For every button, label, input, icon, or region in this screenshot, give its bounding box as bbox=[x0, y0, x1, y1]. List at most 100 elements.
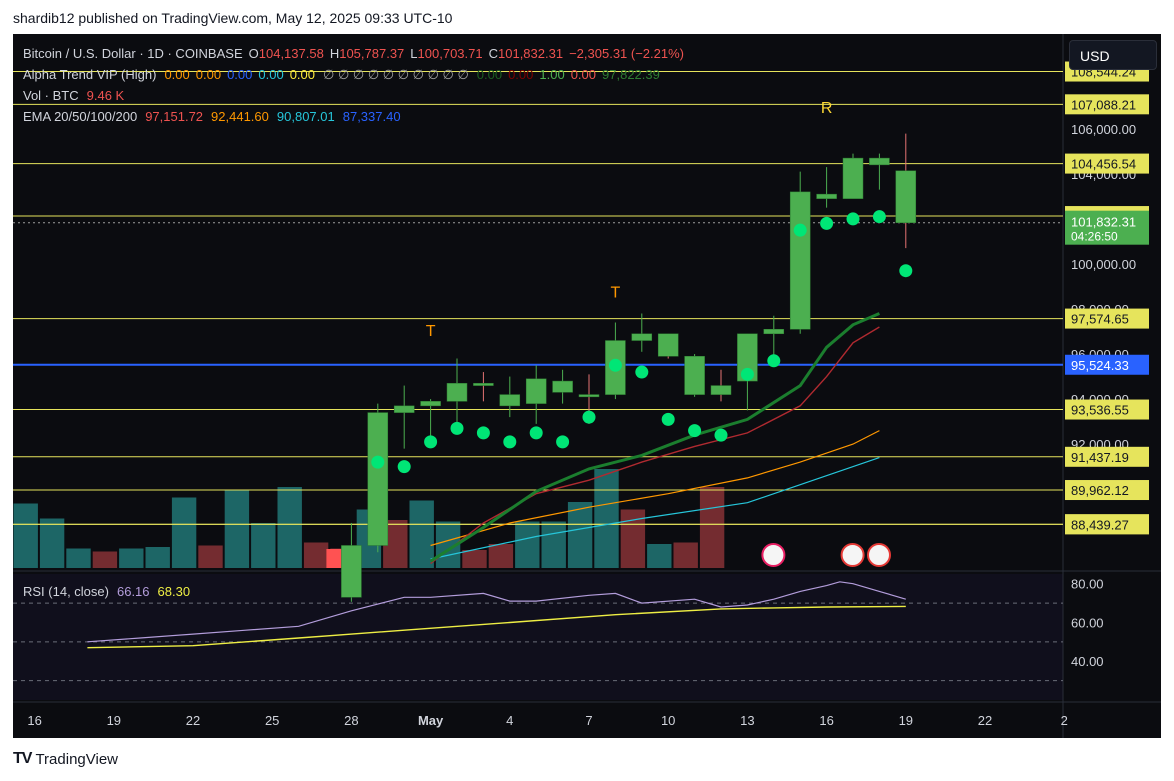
signal-dot bbox=[635, 365, 649, 379]
level-label-bg bbox=[1065, 446, 1149, 467]
signal-dot bbox=[503, 435, 517, 449]
level-label: 88,439.27 bbox=[1071, 517, 1129, 532]
candle-body bbox=[684, 356, 705, 395]
volume-bar bbox=[145, 547, 170, 568]
candle-body bbox=[420, 401, 441, 407]
volume-bar bbox=[647, 544, 672, 568]
candle-body bbox=[789, 191, 811, 330]
legend-value: Alpha Trend VIP (High) bbox=[23, 67, 156, 82]
legend-value: 0.00 bbox=[258, 67, 283, 82]
candle-body bbox=[710, 385, 732, 395]
rsi-tick-label: 80.00 bbox=[1071, 577, 1104, 592]
legend-value: 97,151.72 bbox=[145, 109, 203, 124]
legend-value: 97,822.39 bbox=[602, 67, 660, 82]
legend-value: 0.00 bbox=[164, 67, 189, 82]
legend-value: O bbox=[249, 46, 259, 61]
volume-bar bbox=[488, 544, 514, 568]
time-tick-label: 19 bbox=[107, 713, 121, 728]
time-tick-label: 16 bbox=[27, 713, 41, 728]
publish-attribution: shardib12 published on TradingView.com, … bbox=[13, 10, 453, 26]
signal-dot bbox=[450, 421, 464, 435]
price-tick-label: 106,000.00 bbox=[1071, 122, 1136, 137]
currency-button[interactable]: USD bbox=[1069, 40, 1157, 70]
legend-value: 1.00 bbox=[539, 67, 564, 82]
signal-dot bbox=[608, 358, 622, 372]
legend-value: H bbox=[330, 46, 339, 61]
time-tick-label: 2 bbox=[1061, 713, 1068, 728]
legend-ema-row: EMA 20/50/100/200 97,151.72 92,441.60 90,80… bbox=[23, 109, 401, 124]
candle-body bbox=[446, 383, 468, 402]
candle-body bbox=[895, 170, 917, 223]
tradingview-logo-icon: TV bbox=[13, 750, 32, 767]
level-label-bg bbox=[1065, 94, 1149, 115]
candle-body bbox=[816, 193, 837, 199]
time-tick-label: 7 bbox=[585, 713, 592, 728]
signal-dot bbox=[582, 410, 596, 424]
signal-dot bbox=[476, 426, 490, 440]
signal-dot bbox=[688, 424, 702, 438]
signal-dot bbox=[424, 435, 438, 449]
volume-bar bbox=[462, 550, 487, 568]
candle-body bbox=[499, 394, 521, 407]
legend-symbol-row: Bitcoin / U.S. Dollar · 1D · COINBASE O10… bbox=[23, 46, 684, 61]
level-label-bg bbox=[1065, 153, 1149, 174]
volume-bar bbox=[13, 503, 38, 568]
tradingview-brand[interactable]: TV TradingView bbox=[13, 750, 118, 768]
legend-value: EMA 20/50/100/200 bbox=[23, 109, 137, 124]
legend-value: 0.00 bbox=[477, 67, 502, 82]
legend-value: 104,137.58 bbox=[259, 46, 324, 61]
time-tick-label: 13 bbox=[740, 713, 754, 728]
volume-bar bbox=[567, 502, 593, 568]
volume-bar bbox=[66, 548, 91, 568]
legend-value: Vol · BTC bbox=[23, 88, 79, 103]
signal-dot bbox=[661, 412, 675, 426]
volume-bar bbox=[198, 545, 223, 568]
us-flag-icon bbox=[867, 543, 891, 567]
legend-value: 0.00 bbox=[227, 67, 252, 82]
level-label-bg bbox=[1065, 514, 1149, 535]
signal-dot bbox=[371, 455, 385, 469]
volume-bar bbox=[699, 487, 725, 568]
legend-value: 68.30 bbox=[158, 584, 191, 599]
event-bolt-icon bbox=[761, 543, 786, 567]
volume-bar bbox=[303, 542, 329, 568]
legend-value: RSI (14, close) bbox=[23, 584, 109, 599]
volume-bar bbox=[541, 521, 566, 568]
level-label: 93,536.55 bbox=[1071, 403, 1129, 418]
time-tick-label: 28 bbox=[344, 713, 358, 728]
legend-value: Bitcoin / U.S. Dollar · 1D · COINBASE bbox=[23, 46, 243, 61]
level-label: 97,574.65 bbox=[1071, 312, 1129, 327]
legend-value: 90,807.01 bbox=[277, 109, 335, 124]
candle-body bbox=[393, 405, 415, 413]
candle-body bbox=[367, 412, 389, 546]
rsi-line bbox=[87, 581, 906, 643]
signal-dot bbox=[767, 354, 781, 368]
chart-canvas[interactable]: TTR106,000.00104,000.00100,000.0098,000.… bbox=[13, 34, 1161, 738]
last-price-label-bg bbox=[1065, 210, 1149, 245]
legend-value: 92,441.60 bbox=[211, 109, 269, 124]
candle-body bbox=[525, 378, 547, 404]
level-label: 89,962.12 bbox=[1071, 483, 1129, 498]
ema100-line bbox=[430, 457, 880, 560]
legend-value: 101,832.31 bbox=[498, 46, 563, 61]
legend-value: 9.46 K bbox=[87, 88, 125, 103]
candle-body bbox=[552, 380, 573, 393]
annotation-label: R bbox=[821, 100, 833, 117]
level-label-bg bbox=[1065, 308, 1149, 329]
time-tick-label: 10 bbox=[661, 713, 675, 728]
legend-rsi-row: RSI (14, close) 66.16 68.30 bbox=[23, 584, 190, 599]
legend-value: 0.00 bbox=[508, 67, 533, 82]
time-tick-label: 22 bbox=[186, 713, 200, 728]
legend-value: 0.00 bbox=[571, 67, 596, 82]
annotation-label: T bbox=[611, 285, 621, 302]
volume-bar bbox=[515, 521, 540, 568]
legend-value: 0.00 bbox=[290, 67, 315, 82]
rsi-pane-background bbox=[13, 574, 1063, 700]
signal-dot bbox=[793, 223, 807, 237]
legend-value: 87,337.40 bbox=[343, 109, 401, 124]
signal-dot bbox=[872, 210, 886, 224]
candle-body bbox=[737, 333, 758, 382]
tradingview-brand-label: TradingView bbox=[35, 750, 118, 768]
chart-frame[interactable]: TTR106,000.00104,000.00100,000.0098,000.… bbox=[13, 34, 1161, 738]
time-tick-label: 25 bbox=[265, 713, 279, 728]
